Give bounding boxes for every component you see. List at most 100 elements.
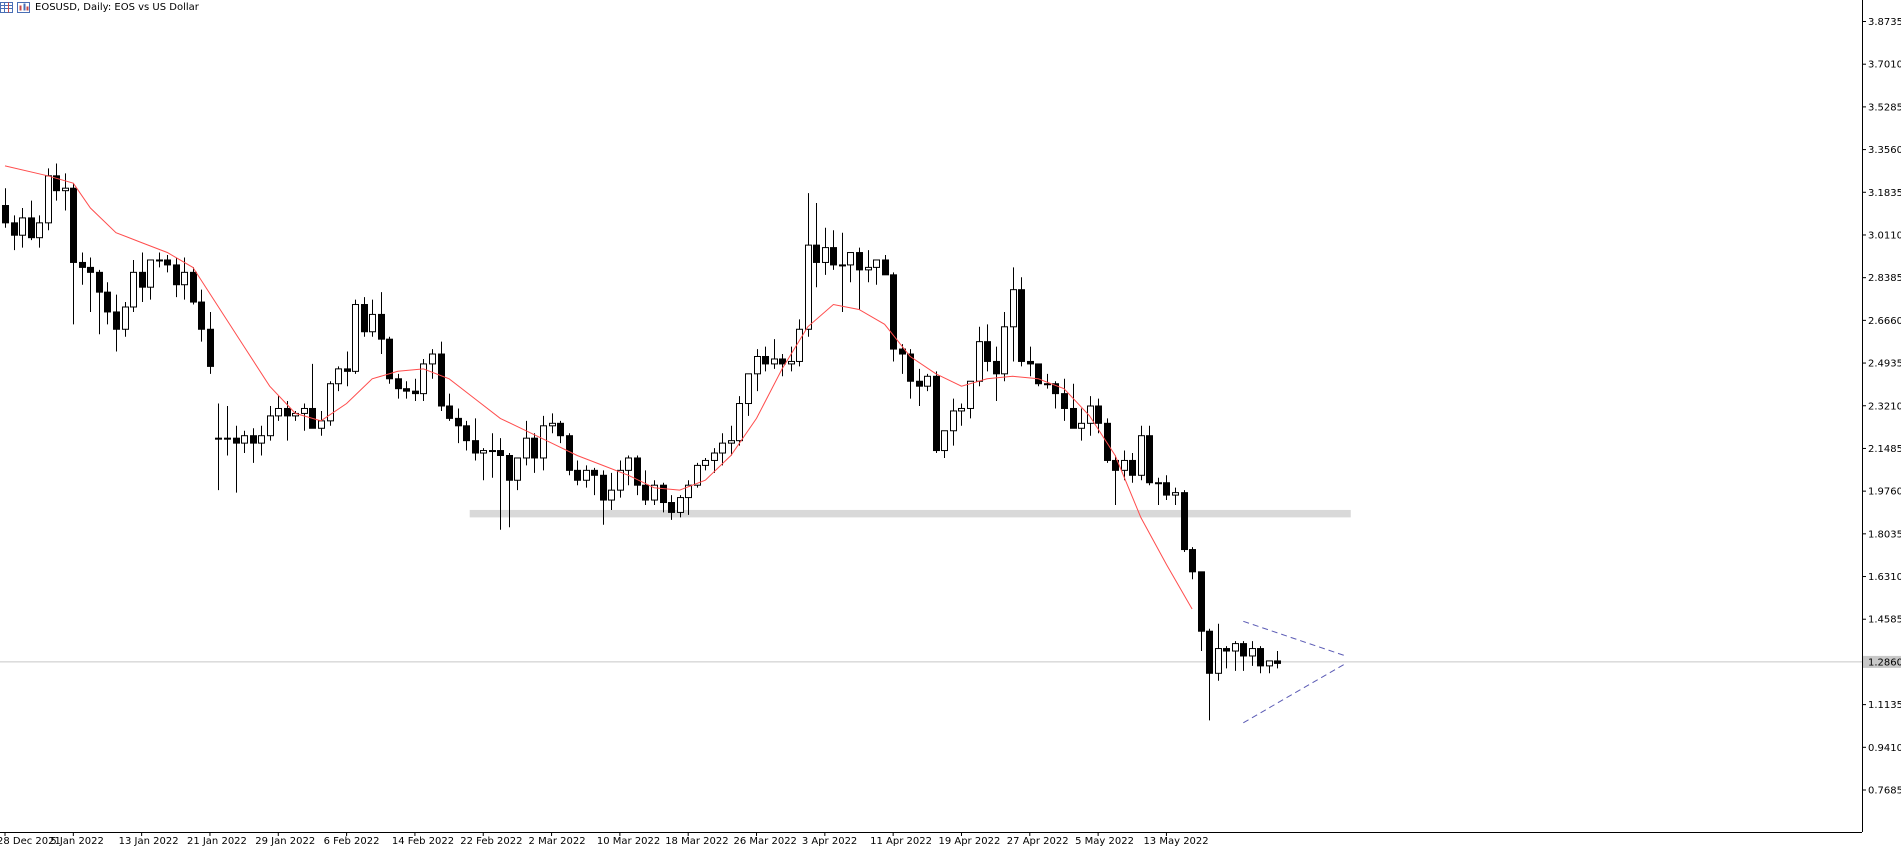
- candle-body: [1215, 648, 1222, 674]
- candle-body: [608, 489, 615, 501]
- candle-body: [873, 259, 880, 268]
- candle-body: [976, 341, 983, 382]
- candle: [403, 381, 410, 399]
- candle-body: [215, 437, 222, 440]
- candle-body: [1010, 289, 1017, 328]
- candle: [1070, 383, 1077, 429]
- candle-body: [489, 450, 496, 453]
- candle-body: [1232, 643, 1239, 652]
- candle-body: [275, 407, 282, 417]
- candle-body: [557, 422, 564, 437]
- candle: [164, 255, 171, 273]
- candle: [122, 302, 129, 337]
- candle-body: [45, 175, 52, 224]
- candle-body: [958, 407, 965, 412]
- candle-body: [625, 457, 632, 471]
- candle: [984, 324, 991, 372]
- candle: [87, 257, 94, 312]
- candle-body: [600, 474, 607, 501]
- candle: [463, 420, 470, 451]
- candle-body: [1146, 435, 1153, 484]
- candle: [2, 188, 9, 228]
- candle-body: [455, 417, 462, 427]
- candle-body: [369, 313, 376, 333]
- candle-body: [728, 440, 735, 444]
- candle: [719, 433, 726, 466]
- candle: [685, 480, 692, 515]
- candle-body: [1078, 422, 1085, 429]
- time-tick-label: 14 Feb 2022: [392, 836, 454, 847]
- candle: [574, 460, 581, 486]
- candle: [1249, 641, 1256, 666]
- candle: [45, 168, 52, 231]
- grid-menu-icon[interactable]: [0, 1, 13, 13]
- candle-body: [472, 440, 479, 454]
- candle: [865, 250, 872, 283]
- price-tick-label: 3.3560: [1868, 145, 1901, 156]
- candle: [250, 428, 257, 463]
- chart-properties-icon[interactable]: [17, 1, 30, 13]
- candle-body: [506, 454, 513, 481]
- candle: [839, 232, 846, 312]
- candle: [617, 460, 624, 498]
- candle-body: [412, 390, 419, 395]
- time-tick-label: 26 Mar 2022: [734, 836, 797, 847]
- candle-body: [950, 410, 957, 432]
- candle: [480, 448, 487, 481]
- candle-body: [668, 502, 675, 513]
- candle: [190, 267, 197, 305]
- candle: [224, 405, 231, 456]
- candle-body: [1223, 648, 1230, 652]
- candle-body: [79, 261, 86, 268]
- candle: [933, 371, 940, 454]
- candle-body: [805, 244, 812, 330]
- candle: [566, 433, 573, 476]
- candle: [736, 396, 743, 446]
- time-tick-label: 10 Mar 2022: [597, 836, 660, 847]
- candle-body: [497, 450, 504, 456]
- candle-body: [386, 338, 393, 380]
- candle-body: [719, 442, 726, 454]
- candle: [779, 354, 786, 377]
- candle: [600, 470, 607, 525]
- candle-body: [28, 217, 35, 239]
- candle: [215, 403, 222, 491]
- candle-body: [617, 469, 624, 491]
- candle: [1146, 425, 1153, 486]
- candle: [1274, 651, 1281, 669]
- price-tick-label: 2.6660: [1868, 316, 1901, 327]
- candle: [233, 425, 240, 493]
- candle-body: [104, 291, 111, 313]
- candle: [327, 381, 334, 426]
- candle-body: [1172, 492, 1179, 496]
- candle-body: [147, 259, 154, 288]
- candle: [941, 430, 948, 458]
- candle-body: [1163, 482, 1170, 496]
- candle-body: [822, 247, 829, 263]
- candle-body: [113, 311, 120, 330]
- candle-body: [233, 437, 240, 444]
- time-tick-label: 22 Feb 2022: [460, 836, 522, 847]
- candle-body: [352, 304, 359, 372]
- candle: [523, 420, 530, 466]
- support-zone: [469, 509, 1351, 518]
- candle: [1001, 311, 1008, 382]
- price-axis[interactable]: 3.8735 3.7010 3.5285 3.3560 3.1835 3.0110 2.83…: [1862, 17, 1901, 797]
- candle: [497, 438, 504, 530]
- candle-body: [711, 452, 718, 461]
- candle: [335, 366, 342, 392]
- candle: [583, 465, 590, 488]
- candle-body: [1198, 571, 1205, 632]
- triangle-upper-line: [1243, 620, 1346, 657]
- candle-body: [335, 368, 342, 385]
- candle-body: [139, 271, 146, 288]
- candle: [822, 227, 829, 275]
- price-tick-label: 3.0110: [1868, 230, 1901, 241]
- candle: [386, 336, 393, 384]
- price-tick-label: 3.8735: [1868, 17, 1901, 28]
- candle: [1163, 475, 1170, 501]
- price-tick-label: 1.9760: [1868, 487, 1901, 498]
- candle-body: [1138, 435, 1145, 476]
